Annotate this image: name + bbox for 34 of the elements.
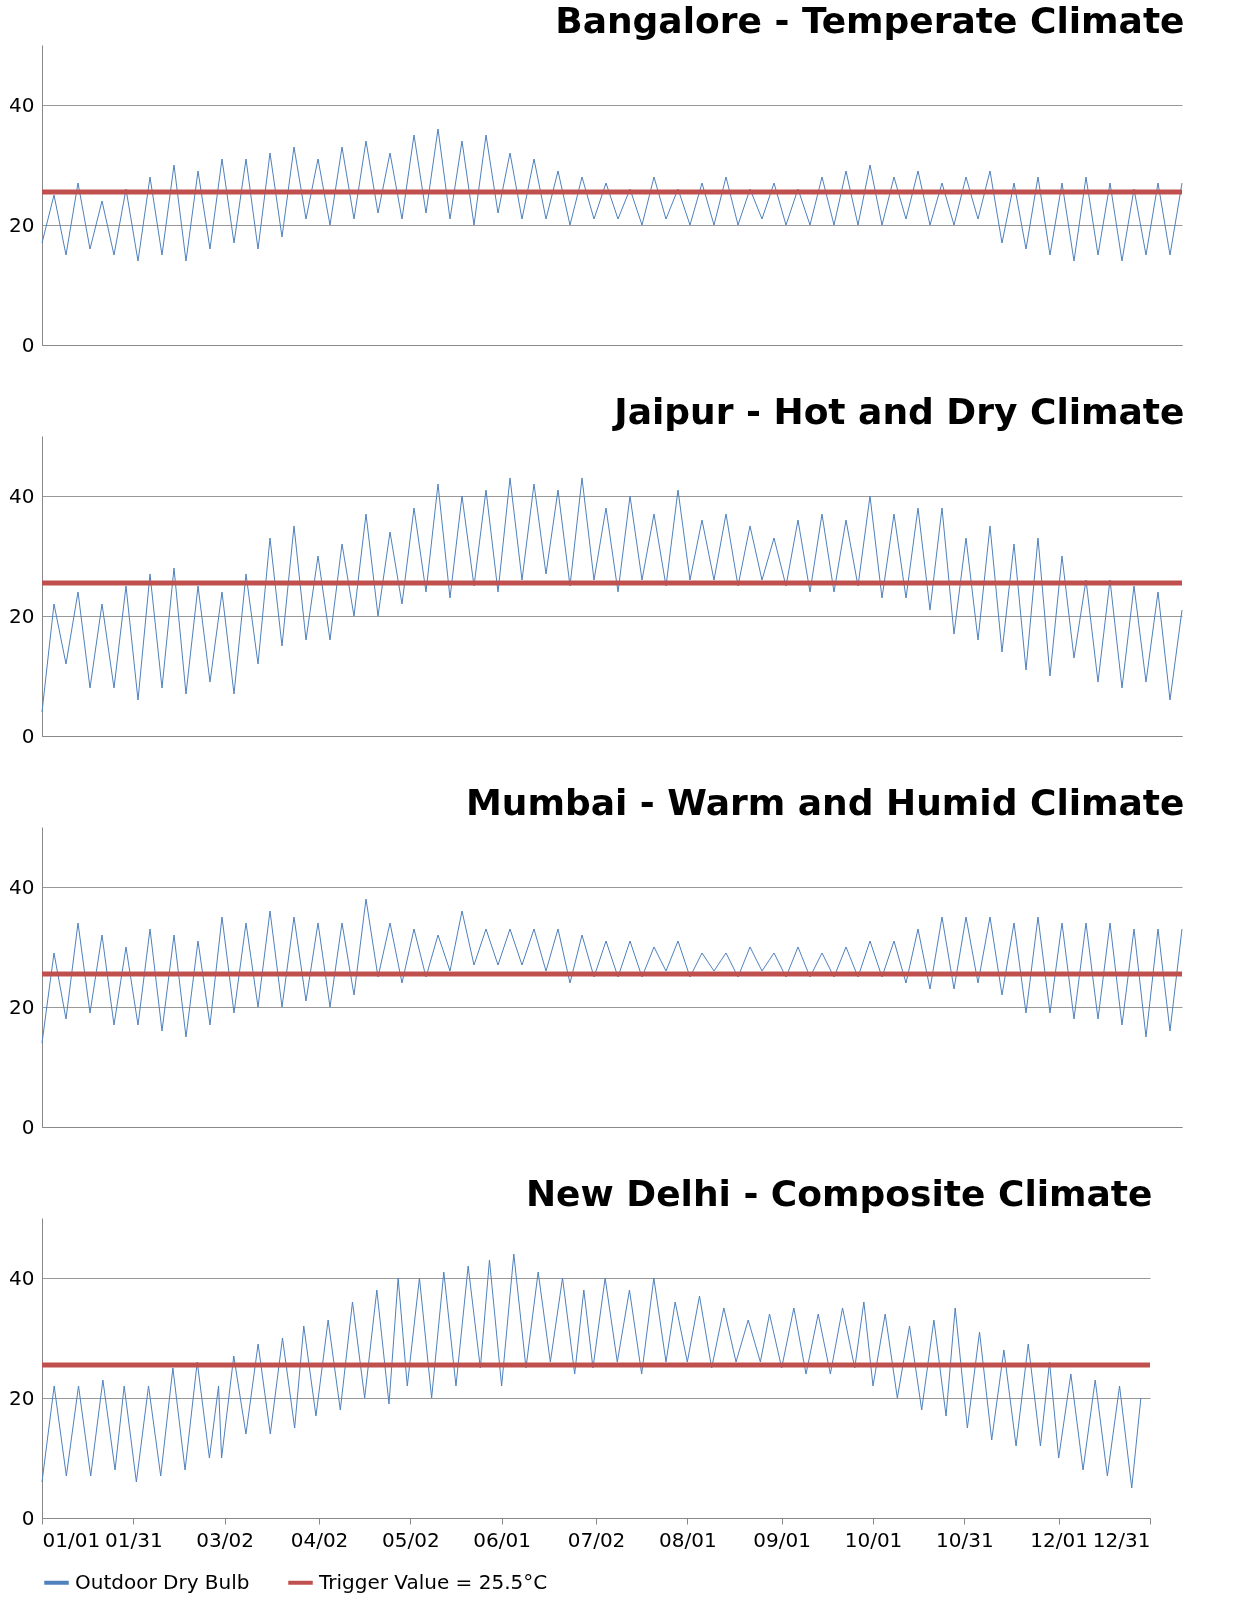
legend-label: Trigger Value = 25.5°C [318, 1569, 548, 1594]
y-tick-label: 40 [9, 874, 35, 899]
x-tick-label: 07/02 [567, 1527, 626, 1552]
x-tick-label: 12/01 [1030, 1527, 1088, 1552]
line-series [41, 477, 1183, 713]
x-tick-label: 06/01 [473, 1527, 531, 1552]
line-series [41, 898, 1183, 1044]
x-tick-label: 10/01 [844, 1527, 903, 1552]
x-tick-label: 04/02 [290, 1527, 349, 1552]
x-tick-label: 01/01 [42, 1527, 101, 1552]
x-tick-label: 10/31 [936, 1527, 994, 1552]
y-tick-label: 20 [9, 1385, 35, 1410]
x-tick-label: 01/31 [105, 1527, 163, 1552]
y-tick-label: 20 [9, 603, 35, 628]
chart-title: New Delhi - Composite Climate [525, 1173, 1153, 1214]
y-tick-label: 20 [9, 994, 35, 1019]
x-tick-label: 09/01 [753, 1527, 811, 1552]
x-tick-label: 12/31 [1092, 1527, 1151, 1552]
y-tick-label: 0 [21, 723, 35, 748]
x-tick-label: 03/02 [196, 1527, 254, 1552]
y-tick-label: 0 [21, 1114, 35, 1139]
x-tick-label: 05/02 [382, 1527, 440, 1552]
legend-label: Outdoor Dry Bulb [75, 1569, 250, 1594]
y-tick-label: 40 [9, 1265, 35, 1290]
y-tick-label: 20 [9, 212, 35, 237]
x-tick-label: 08/01 [659, 1527, 717, 1552]
chart-title: Jaipur - Hot and Dry Climate [611, 391, 1185, 432]
line-series [41, 128, 1183, 262]
y-tick-label: 0 [21, 1505, 35, 1530]
chart-title: Mumbai - Warm and Humid Climate [465, 782, 1185, 823]
y-tick-label: 40 [9, 92, 35, 117]
chart-title: Bangalore - Temperate Climate [555, 0, 1185, 41]
y-tick-label: 40 [9, 483, 35, 508]
y-tick-label: 0 [21, 332, 35, 357]
